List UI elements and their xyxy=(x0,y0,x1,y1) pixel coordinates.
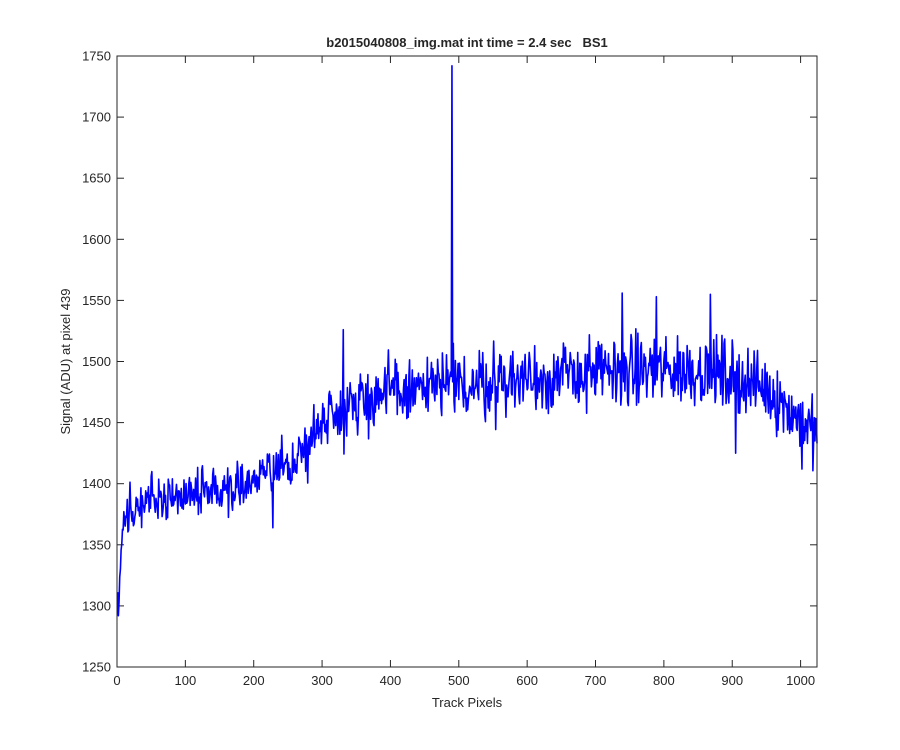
y-tick-label: 1550 xyxy=(82,293,111,308)
x-tick-label: 100 xyxy=(175,673,197,688)
plot-frame xyxy=(116,55,818,668)
y-tick-label: 1350 xyxy=(82,537,111,552)
y-tick-label: 1450 xyxy=(82,415,111,430)
x-tick-label: 500 xyxy=(448,673,470,688)
plot-area xyxy=(117,56,817,667)
x-tick-label: 300 xyxy=(311,673,333,688)
y-axis-ticks: 1250 1300 1350 1400 1450 1500 1550 1600 1650 1700… xyxy=(82,49,817,675)
x-tick-label: 200 xyxy=(243,673,265,688)
y-tick-label: 1400 xyxy=(82,476,111,491)
y-tick-label: 1600 xyxy=(82,232,111,247)
y-tick-label: 1300 xyxy=(82,598,111,613)
y-tick-label: 1250 xyxy=(82,660,111,675)
y-tick-label: 1650 xyxy=(82,171,111,186)
x-tick-label: 800 xyxy=(653,673,675,688)
x-tick-label: 600 xyxy=(516,673,538,688)
x-tick-label: 400 xyxy=(380,673,402,688)
chart-title: b2015040808_img.mat int time = 2.4 sec B… xyxy=(326,35,607,50)
x-axis-label: Track Pixels xyxy=(432,695,503,710)
x-axis-ticks: 0 100 200 300 400 500 600 700 800 900 1000 xyxy=(113,56,815,688)
signal-series-line xyxy=(116,64,818,617)
y-axis-label: Signal (ADU) at pixel 439 xyxy=(58,289,73,435)
x-tick-label: 900 xyxy=(721,673,743,688)
y-tick-label: 1500 xyxy=(82,354,111,369)
y-tick-label: 1700 xyxy=(82,110,111,125)
y-tick-label: 1750 xyxy=(82,49,111,64)
x-tick-label: 1000 xyxy=(786,673,815,688)
x-tick-label: 700 xyxy=(585,673,607,688)
x-tick-label: 0 xyxy=(113,673,120,688)
